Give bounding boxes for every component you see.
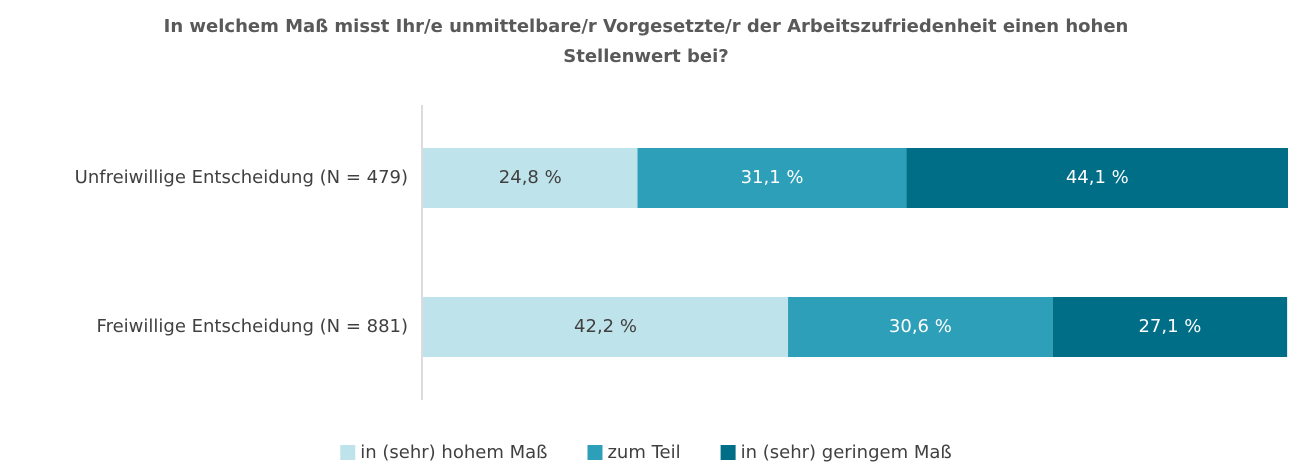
value-label: 42,2 % (574, 316, 637, 337)
value-label: 30,6 % (889, 316, 952, 337)
bar-segment (906, 148, 1288, 208)
legend-label: zum Teil (607, 442, 680, 463)
bar-segment (788, 297, 1053, 357)
value-label: 44,1 % (1066, 167, 1129, 188)
legend-swatch (340, 445, 356, 460)
legend-swatch (720, 445, 736, 460)
value-label: 27,1 % (1138, 316, 1201, 337)
chart-title: In welchem Maß misst Ihr/e unmittelbare/… (163, 16, 1129, 67)
category-label: Freiwillige Entscheidung (N = 881) (97, 316, 408, 337)
legend-label: in (sehr) hohem Maß (360, 442, 547, 463)
bar-segment (423, 297, 789, 357)
bar-segment (1052, 297, 1288, 357)
legend-label: in (sehr) geringem Maß (741, 442, 952, 463)
category-label: Unfreiwillige Entscheidung (N = 479) (75, 167, 408, 188)
value-label: 31,1 % (741, 167, 804, 188)
bar-segment (637, 148, 907, 208)
legend-swatch (587, 445, 603, 460)
value-label: 24,8 % (499, 167, 562, 188)
bar-segment (423, 148, 638, 208)
